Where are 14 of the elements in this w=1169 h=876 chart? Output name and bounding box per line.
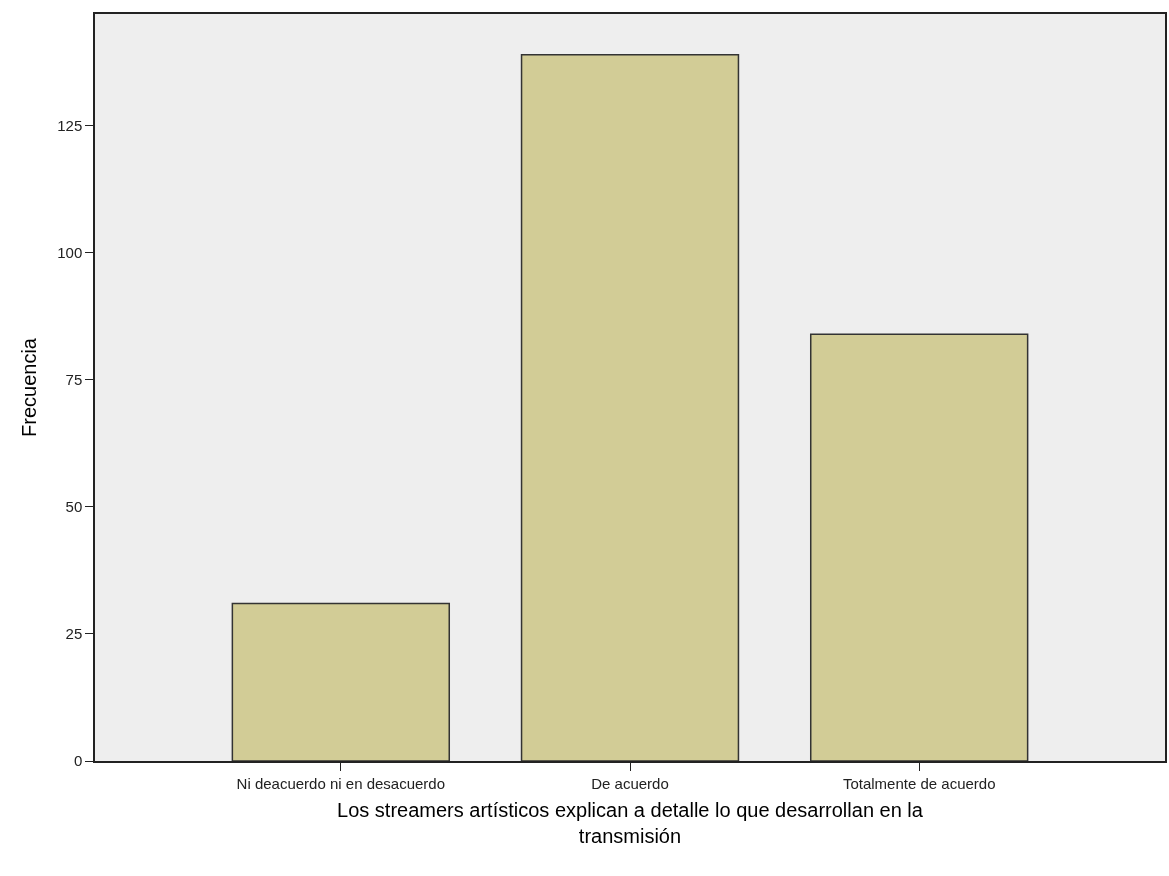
y-tick-label: 75 (65, 371, 83, 389)
y-tick-label: 25 (65, 625, 83, 643)
bar (231, 602, 451, 761)
y-axis-title: Frecuencia (18, 337, 41, 437)
x-tick-label: Totalmente de acuerdo (842, 774, 996, 792)
x-axis-title: Los streamers artísticos explican a detalle lo que desarrollan en la transmisión (337, 798, 924, 847)
y-tick-label: 0 (73, 752, 83, 770)
y-tick-label: 100 (57, 244, 83, 262)
bar (520, 53, 740, 761)
bar (809, 333, 1029, 761)
x-tick-label: Ni deacuerdo ni en desacuerdo (236, 774, 446, 792)
y-tick-label: 125 (57, 117, 83, 135)
x-tick-label: De acuerdo (591, 774, 669, 792)
y-tick-label: 50 (65, 498, 83, 516)
